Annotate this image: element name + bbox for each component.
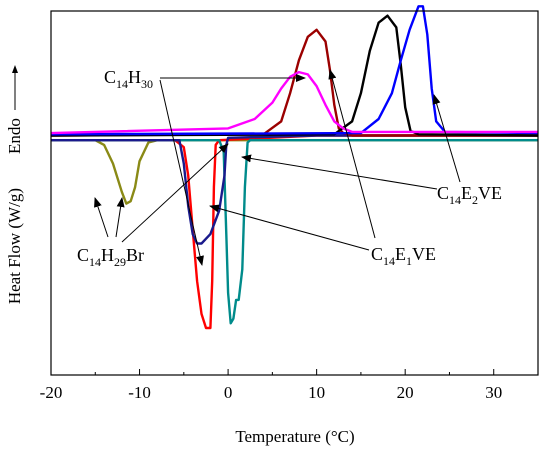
x-tick-label: -10 [128, 383, 151, 402]
arrow-c14h30-to-red [159, 79, 204, 266]
series-line-olive [51, 139, 538, 205]
y-axis-title-group: Heat Flow (W/g) Endo [5, 65, 24, 304]
arrow-c14e1ve-to-navy [209, 204, 370, 251]
x-tick-label: 0 [224, 383, 233, 402]
series-line-navy [51, 134, 538, 245]
x-axis-title: Temperature (°C) [235, 427, 354, 446]
arrow-c14e1ve-to-darkred [328, 69, 376, 239]
label-c14e1ve: C14E1VE [371, 244, 436, 268]
label-c14h29br: C14H29Br [77, 245, 144, 269]
series-layer [50, 5, 539, 330]
y-axis-direction-arrowhead [12, 65, 18, 73]
arrow-c14h29br-to-olive-right [115, 197, 125, 238]
series-line-magenta [50, 70, 538, 135]
label-c14e2ve: C14E2VE [437, 183, 502, 207]
x-tick-label: 10 [308, 383, 325, 402]
x-tick-label: 20 [397, 383, 414, 402]
annotation-arrows [94, 69, 461, 266]
arrow-c14h29br-to-magenta [121, 143, 229, 243]
series-line-red [51, 134, 538, 330]
y-axis-direction-label: Endo [5, 118, 24, 154]
arrow-c14e2ve-to-blue [241, 154, 438, 190]
label-c14h30: C14H30 [104, 67, 153, 91]
x-axis-ticks: -20 -10 0 10 20 30 [40, 369, 502, 402]
series-line-blue [50, 5, 539, 136]
series-line-teal [51, 139, 538, 325]
y-axis-title: Heat Flow (W/g) [5, 188, 24, 304]
arrow-c14e2ve-to-black [432, 94, 461, 183]
plot-frame [50, 10, 539, 376]
arrow-c14h29br-to-olive-left [94, 197, 109, 238]
x-tick-label: -20 [40, 383, 63, 402]
x-tick-label: 30 [485, 383, 502, 402]
